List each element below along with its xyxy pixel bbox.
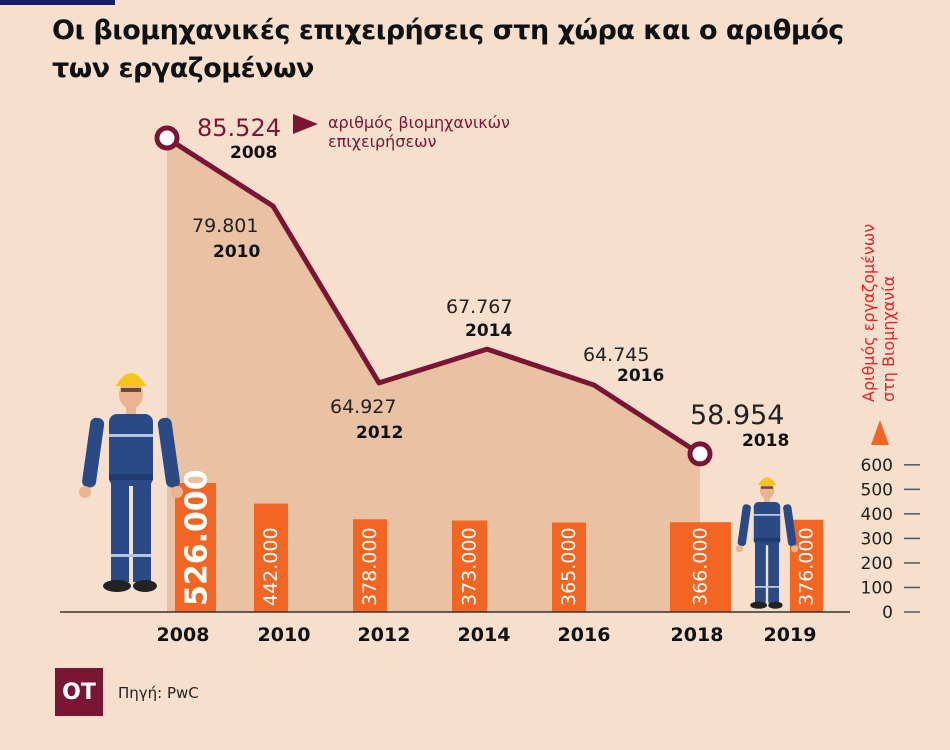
right-axis-tick: 500	[861, 480, 893, 500]
line-value-label: 64.927	[330, 396, 396, 418]
chart-title: Οι βιομηχανικές επιχειρήσεις στη χώρα κα…	[52, 15, 844, 84]
x-tick-label: 2016	[558, 624, 611, 646]
line-value-label: 79.801	[192, 215, 258, 237]
x-tick-label: 2018	[671, 624, 724, 646]
right-axis-tick: 0	[882, 603, 893, 623]
line-year-label: 2008	[230, 143, 277, 163]
bar-label: 373.000	[459, 527, 481, 606]
bar-2008	[175, 482, 216, 612]
line-value-label: 64.745	[583, 344, 649, 366]
source-text: Πηγή: PwC	[118, 684, 199, 702]
line-value-label: 67.767	[446, 296, 512, 318]
line-series	[165, 135, 702, 457]
bar-2012	[353, 519, 387, 612]
line-value-label: 85.524	[197, 114, 281, 142]
line-year-label: 2014	[465, 321, 512, 341]
bar-2019	[790, 519, 823, 612]
bar-label: 376.000	[796, 527, 818, 606]
legend-arrow-icon	[293, 114, 318, 134]
bar-2016	[552, 522, 586, 612]
line-area	[167, 138, 700, 612]
x-tick-label: 2010	[258, 624, 311, 646]
right-axis-tick: 600	[861, 456, 893, 476]
right-axis-tick: 200	[861, 554, 893, 574]
bar-2010	[254, 503, 288, 612]
right-axis-tick: 100	[861, 578, 893, 598]
bar-2018	[670, 522, 731, 612]
line-marker	[687, 441, 713, 467]
right-axis-tick: 300	[861, 529, 893, 549]
bar-label: 526.000	[180, 469, 215, 606]
bar-label: 365.000	[558, 527, 580, 606]
worker-illustration-large	[79, 373, 183, 592]
line-year-label: 2016	[617, 366, 664, 386]
bar-label: 442.000	[260, 527, 282, 606]
legend-line-1: αριθμός βιομηχανικών	[328, 113, 510, 132]
line-year-label: 2018	[742, 431, 789, 451]
x-tick-label: 2014	[458, 624, 511, 646]
bar-label: 366.000	[690, 527, 712, 606]
right-axis-label-2: στη Βιομηχανία	[879, 276, 898, 402]
x-tick-label: 2019	[764, 624, 817, 646]
bar-2014	[452, 520, 487, 612]
bar-label: 378.000	[359, 527, 381, 606]
top-accent-bar	[0, 0, 115, 5]
x-tick-label: 2012	[358, 624, 411, 646]
axis-arrow-icon	[871, 420, 889, 445]
legend-line-2: επιχειρήσεων	[328, 132, 436, 151]
ot-logo: OT	[55, 668, 103, 716]
line-value-label: 58.954	[690, 400, 784, 431]
line-marker	[154, 125, 180, 151]
line-year-label: 2012	[356, 423, 403, 443]
right-axis-label-1: Αριθμός εργαζομένων	[859, 224, 878, 402]
worker-illustration-small	[735, 477, 799, 609]
x-tick-label: 2008	[157, 624, 210, 646]
line-year-label: 2010	[213, 242, 260, 262]
right-axis-tick: 400	[861, 505, 893, 525]
